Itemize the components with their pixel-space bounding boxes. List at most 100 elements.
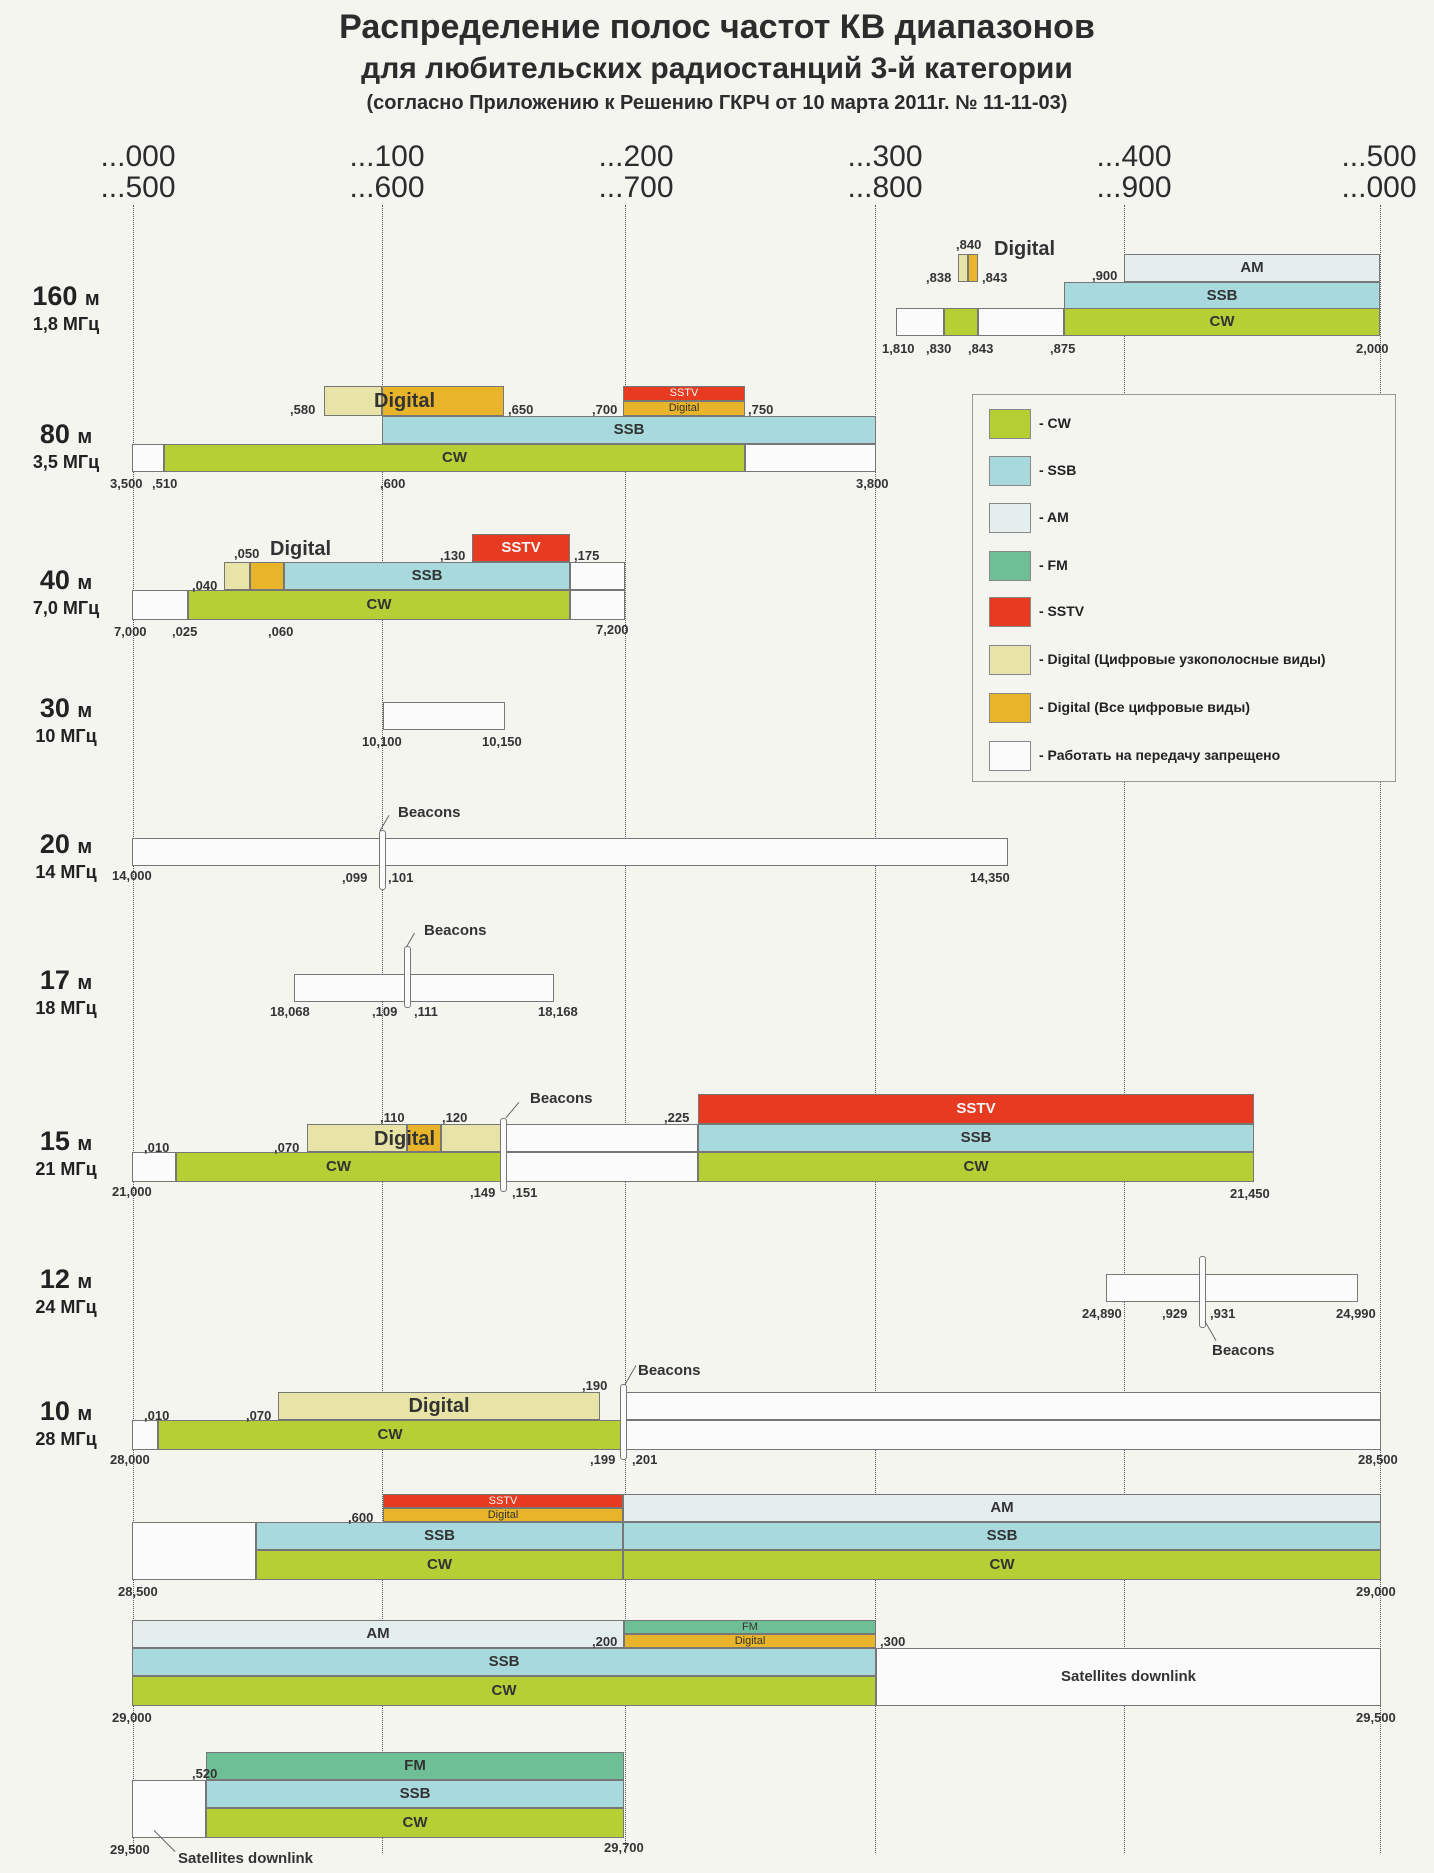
grid-line-5 <box>1380 205 1381 1853</box>
seg-80-cw: CW <box>164 444 745 472</box>
grid-line-0 <box>133 205 134 1853</box>
seg-10b-cw-a: CW <box>256 1550 623 1580</box>
l12-929: ,929 <box>1162 1306 1188 1321</box>
l15-110: ,110 <box>380 1110 405 1125</box>
label-80-digital: Digital <box>374 390 436 412</box>
seg-40-forbidden <box>132 590 188 620</box>
seg-15-forbidden-b <box>505 1152 698 1182</box>
seg-10b-sstv: SSTV <box>383 1494 623 1508</box>
l10-28500: 28,500 <box>1358 1452 1398 1467</box>
seg-10d-cw: CW <box>206 1808 624 1838</box>
seg-40-forbidden-top <box>570 562 625 590</box>
band-160m: 160 м 1,8 МГц <box>32 281 100 334</box>
l30-10150: 10,150 <box>482 734 522 749</box>
l160-830: ,830 <box>926 341 952 356</box>
band-17m: 17 м 18 МГц <box>35 965 97 1018</box>
l160-1810: 1,810 <box>882 341 915 356</box>
l15-149: ,149 <box>470 1185 496 1200</box>
l17-18068: 18,068 <box>270 1004 310 1019</box>
l160-900: ,900 <box>1092 268 1118 283</box>
legend: - CW - SSB - AM - FM - SSTV - Digital (Ц… <box>972 394 1396 782</box>
l160-838: ,838 <box>926 270 952 285</box>
seg-10-forbidden <box>132 1420 158 1450</box>
l40-7200: 7,200 <box>596 622 629 637</box>
band-12m: 12 м 24 МГц <box>35 1264 97 1317</box>
seg-15-cw-b: CW <box>698 1152 1254 1182</box>
l12-24990: 24,990 <box>1336 1306 1376 1321</box>
label-17-beacons: Beacons <box>424 922 487 939</box>
seg-20-forbidden <box>132 838 1008 866</box>
l10-010: ,010 <box>144 1408 170 1423</box>
seg-10-cw: CW <box>158 1420 622 1450</box>
seg-160-digital-narrow <box>958 254 968 282</box>
l160-840: ,840 <box>956 237 982 252</box>
beacon-20 <box>379 830 386 890</box>
l17-18168: 18,168 <box>538 1004 578 1019</box>
l40-130: ,130 <box>440 548 466 563</box>
l12-24890: 24,890 <box>1082 1306 1122 1321</box>
seg-10c-cw: CW <box>132 1676 876 1706</box>
l10c-300: ,300 <box>880 1634 906 1649</box>
l10-190: ,190 <box>582 1378 608 1393</box>
grid-line-1 <box>382 205 383 1853</box>
l15-151: ,151 <box>512 1185 538 1200</box>
l15-21000: 21,000 <box>112 1184 152 1199</box>
l20-099: ,099 <box>342 870 368 885</box>
l10d-29700: 29,700 <box>604 1840 644 1855</box>
seg-15-digital-narrow-b <box>441 1124 501 1152</box>
label-12-beacons: Beacons <box>1212 1342 1275 1359</box>
label-10d-sat-downlink: Satellites downlink <box>178 1850 314 1867</box>
seg-80-digital-narrow <box>324 386 382 416</box>
seg-80-ssb: SSB <box>382 416 876 444</box>
seg-10c-ssb: SSB <box>132 1648 876 1676</box>
seg-15-ssb: SSB <box>698 1124 1254 1152</box>
grid-line-3 <box>875 205 876 1853</box>
l10c-29000: 29,000 <box>112 1710 152 1725</box>
page-title: Распределение полос частот КВ диапазонов <box>339 8 1095 46</box>
l40-050: ,050 <box>234 546 260 561</box>
scale-label-3: ...300 ...800 <box>847 140 923 204</box>
seg-80-forbidden <box>132 444 164 472</box>
l30-10100: 10,100 <box>362 734 402 749</box>
page-subtitle: для любительских радиостанций 3-й катего… <box>361 52 1073 85</box>
swatch-cw <box>989 409 1031 439</box>
seg-160-ssb: SSB <box>1064 282 1380 310</box>
l80-3800: 3,800 <box>856 476 889 491</box>
beacon-10-pointer <box>624 1365 637 1385</box>
band-10m: 10 м 28 МГц <box>35 1396 97 1449</box>
seg-160-forbidden-b <box>978 308 1064 336</box>
scale-label-1: ...100 ...600 <box>349 140 425 204</box>
seg-80-sstv: SSTV <box>623 386 745 401</box>
seg-10d-fm: FM <box>206 1752 624 1780</box>
l80-580: ,580 <box>290 402 316 417</box>
l10c-200: ,200 <box>592 1634 618 1649</box>
seg-10c-sat-downlink: Satellites downlink <box>876 1648 1381 1706</box>
l20-14000: 14,000 <box>112 868 152 883</box>
l15-21450: 21,450 <box>1230 1186 1270 1201</box>
l17-111: ,111 <box>414 1004 438 1019</box>
l10b-600: ,600 <box>348 1510 374 1525</box>
seg-10d-forbidden <box>132 1780 206 1838</box>
swatch-digital <box>989 645 1031 675</box>
seg-15-sstv: SSTV <box>698 1094 1254 1124</box>
l40-060: ,060 <box>268 624 294 639</box>
seg-15-cw-a: CW <box>176 1152 501 1182</box>
swatch-digital-all <box>989 693 1031 723</box>
scale-label-2: ...200 ...700 <box>598 140 674 204</box>
seg-10c-digital: Digital <box>624 1634 876 1648</box>
band-20m: 20 м 14 МГц <box>35 829 97 882</box>
seg-80-digital-sstv: Digital <box>623 401 745 416</box>
swatch-ssb <box>989 456 1031 486</box>
l160-843b: ,843 <box>968 341 994 356</box>
grid-line-4 <box>1124 205 1125 1853</box>
seg-160-am: AM <box>1124 254 1380 282</box>
seg-12-forbidden <box>1106 1274 1358 1302</box>
seg-10c-fm: FM <box>624 1620 876 1634</box>
seg-40-digital-narrow <box>224 562 250 590</box>
l10d-29500: 29,500 <box>110 1842 150 1857</box>
source-note: (согласно Приложению к Решению ГКРЧ от 1… <box>366 92 1068 114</box>
seg-40-sstv: SSTV <box>472 534 570 562</box>
seg-40-forbidden-b <box>570 590 625 620</box>
l80-650: ,650 <box>508 402 534 417</box>
label-160-digital: Digital <box>994 238 1056 260</box>
